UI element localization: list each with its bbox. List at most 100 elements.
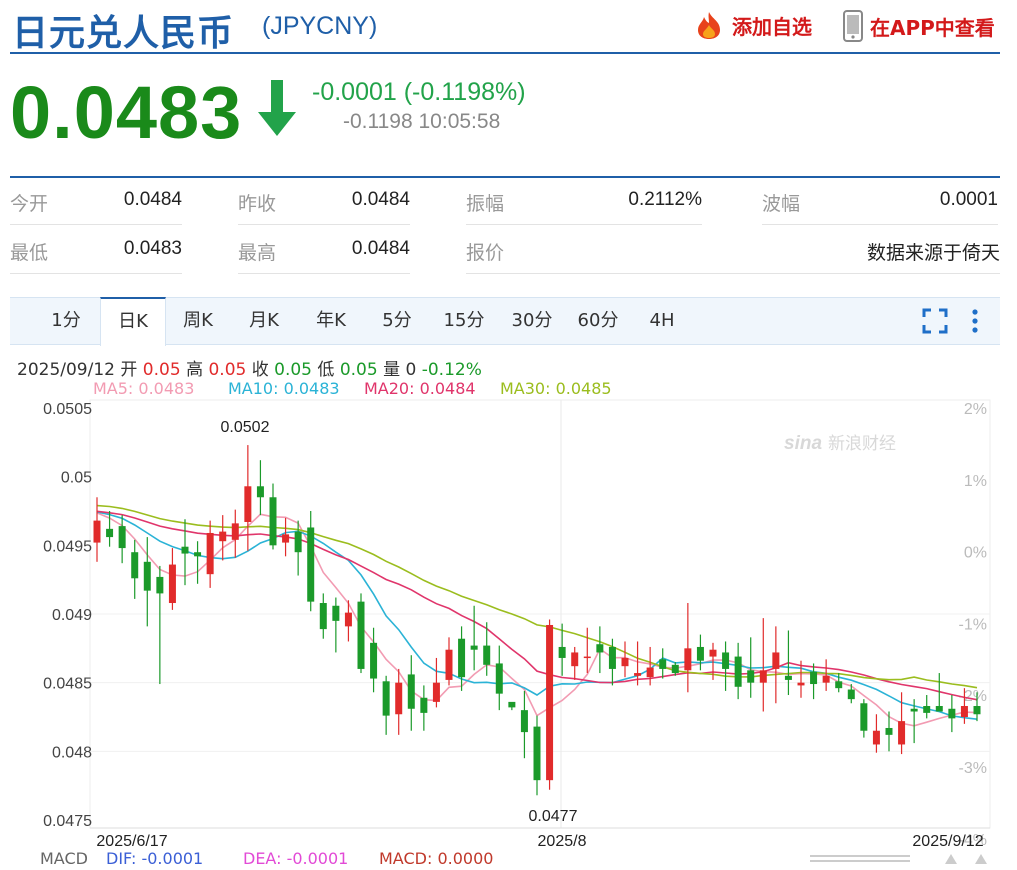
price-tick-label: 0.0485 xyxy=(43,676,92,693)
candle-body xyxy=(696,646,704,661)
symbol-code: (JPYCNY) xyxy=(262,12,378,40)
page-header: 日元兑人民币 (JPYCNY) 添加自选 在APP中查看 xyxy=(0,0,1017,54)
candle-body xyxy=(910,708,918,712)
view-in-app-button[interactable]: 在APP中查看 xyxy=(842,10,995,42)
ma5-legend: MA5: 0.0483 xyxy=(93,379,195,398)
chart-period-tabs: 1分 日K 周K 月K 年K 5分 15分 30分 60分 4H xyxy=(10,297,1000,346)
tab-1min[interactable]: 1分 xyxy=(51,310,81,331)
stat-low-label: 最低 xyxy=(10,242,49,264)
candle xyxy=(923,695,931,719)
candle xyxy=(156,565,164,685)
svg-text:sina: sina xyxy=(784,433,822,454)
candle xyxy=(458,626,466,691)
ma20-line xyxy=(96,510,978,701)
candle xyxy=(784,630,792,696)
candle xyxy=(106,511,114,547)
candle-body xyxy=(420,697,428,713)
candle xyxy=(621,641,629,678)
date-tick-label: 2025/8 xyxy=(538,833,587,848)
candle-body xyxy=(923,706,931,713)
stat-amplitude-label: 振幅 xyxy=(466,193,505,215)
candle-body xyxy=(344,612,352,627)
tab-monthly-k[interactable]: 月K xyxy=(249,310,279,331)
tab-weekly-k[interactable]: 周K xyxy=(183,310,213,331)
candle xyxy=(445,637,453,686)
candle-body xyxy=(143,561,151,591)
candle xyxy=(960,688,968,724)
candle-body xyxy=(621,657,629,667)
tab-5min[interactable]: 5分 xyxy=(382,310,412,331)
candle xyxy=(810,663,818,700)
candle-body xyxy=(546,624,554,781)
tab-daily-k[interactable]: 日K xyxy=(100,297,166,346)
ma20-legend: MA20: 0.0484 xyxy=(364,379,476,398)
candle-body xyxy=(634,673,642,676)
candle xyxy=(646,646,654,686)
candle-body xyxy=(784,675,792,680)
candle xyxy=(407,655,415,731)
price-tick-label: 0.0505 xyxy=(43,401,92,418)
candle-body xyxy=(797,682,805,686)
candle-info-line: 2025/09/12 开 0.05 高 0.05 收 0.05 低 0.05 量… xyxy=(17,360,482,380)
candle xyxy=(772,626,780,704)
tab-60min[interactable]: 60分 xyxy=(577,310,619,331)
candle xyxy=(709,642,717,680)
candle xyxy=(131,539,139,599)
candle-body xyxy=(219,531,227,542)
tab-15min[interactable]: 15分 xyxy=(443,310,485,331)
candle-body xyxy=(885,727,893,735)
candle xyxy=(307,511,315,612)
macd-label: MACD xyxy=(40,849,88,868)
candlestick-chart[interactable]: 0.0505 0.05 0.0495 0.049 0.0485 0.048 0.0475 2… xyxy=(0,396,1017,848)
candle xyxy=(395,668,403,735)
price-tick-label: 0.0495 xyxy=(43,538,92,555)
divider xyxy=(238,224,410,225)
candle-body xyxy=(734,656,742,687)
candle-body xyxy=(382,681,390,716)
candle-body xyxy=(256,486,264,498)
price-tick-label: 0.048 xyxy=(52,744,92,761)
max-price-label: 0.0502 xyxy=(221,419,270,436)
candle xyxy=(558,623,566,676)
divider xyxy=(238,273,410,274)
scroll-handle-icon[interactable] xyxy=(810,852,990,866)
candle xyxy=(747,637,755,698)
divider xyxy=(762,224,998,225)
candle-body xyxy=(558,646,566,658)
candle-body xyxy=(608,646,616,669)
candle xyxy=(935,673,943,712)
candle-body xyxy=(181,546,189,554)
candle-body xyxy=(860,703,868,731)
candle-body xyxy=(307,527,315,602)
divider xyxy=(10,224,182,225)
candle xyxy=(872,714,880,753)
tab-4h[interactable]: 4H xyxy=(649,310,675,331)
candle xyxy=(659,648,667,679)
candle-body xyxy=(231,523,239,540)
tab-30min[interactable]: 30分 xyxy=(511,310,553,331)
candle xyxy=(722,641,730,691)
more-options-icon[interactable] xyxy=(970,307,980,335)
extreme-annotations: 0.0502 0.0477 xyxy=(221,419,578,825)
candle-body xyxy=(948,708,956,719)
price-change-time: -0.1198 10:05:58 xyxy=(343,110,501,133)
candle-body xyxy=(131,552,139,579)
tab-yearly-k[interactable]: 年K xyxy=(316,310,346,331)
percent-tick-label: 1% xyxy=(964,473,987,490)
candle xyxy=(420,685,428,731)
fullscreen-icon[interactable] xyxy=(922,308,948,334)
percent-tick-label: -2% xyxy=(959,688,987,705)
divider xyxy=(466,224,702,225)
candle-body xyxy=(960,706,968,717)
percent-tick-label: 0% xyxy=(964,545,987,562)
candle-body xyxy=(722,652,730,669)
candle xyxy=(734,642,742,700)
candle xyxy=(168,548,176,610)
price-change: -0.0001 (-0.1198%) xyxy=(312,78,526,106)
date-tick-label: 2025/6/17 xyxy=(96,833,167,848)
data-source-text: 数据来源于倚天 xyxy=(866,243,1000,264)
add-watchlist-button[interactable]: 添加自选 xyxy=(692,10,812,40)
watermark: sina 新浪财经 xyxy=(784,433,896,454)
candle-body xyxy=(759,670,767,683)
candle xyxy=(344,600,352,642)
